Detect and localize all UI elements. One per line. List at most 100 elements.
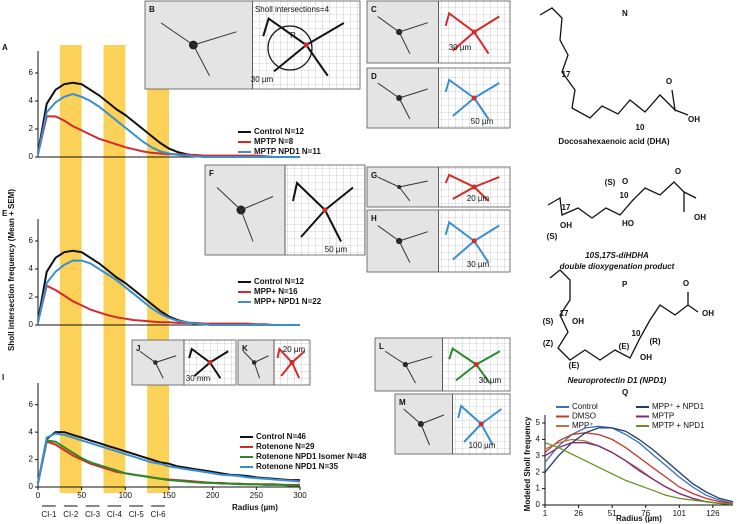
structure-caption: double dioxygenation product <box>560 262 675 271</box>
atom-label: (S) <box>543 317 554 326</box>
sholl-circle <box>267 25 313 71</box>
panel-letter: N <box>622 9 628 18</box>
inset-label: 50 µm <box>325 245 348 254</box>
inset-label: 30 µm <box>449 43 472 52</box>
tracing-grid <box>442 337 511 392</box>
micrograph <box>366 0 439 64</box>
atom-label: 17 <box>562 203 571 212</box>
tracing <box>444 11 500 55</box>
neurite <box>139 350 177 379</box>
inset-label: 20 µm <box>467 194 490 203</box>
tracing-soma <box>322 207 328 213</box>
ci-band <box>59 45 82 493</box>
series-line <box>544 427 734 503</box>
x-tick-label: 150 <box>162 491 176 500</box>
y-tick-label: 0 <box>29 152 34 161</box>
legend-label: MPP⁺ + NPD1 <box>652 402 705 411</box>
atom-label: OH <box>702 309 714 318</box>
series-line <box>37 92 300 158</box>
y-tick-label: 0 <box>29 482 34 491</box>
atom-label: O <box>683 279 689 288</box>
x-tick-label: 250 <box>250 491 264 500</box>
legend-label: MPTP + NPD1 <box>652 421 705 430</box>
neurite <box>216 187 274 242</box>
legend-label: Rotenone N=29 <box>256 442 315 451</box>
inset-label: 100 µm <box>469 441 496 450</box>
micrograph <box>366 67 439 129</box>
y-tick-label: 0 <box>536 500 541 509</box>
neurite <box>377 176 428 202</box>
x-tick-label: 50 <box>77 491 86 500</box>
y-axis-label: Sholl intersection frequency (Mean + SEM… <box>7 189 16 351</box>
ci-label: CI-2 <box>63 510 79 519</box>
inset-letter: J <box>136 344 140 353</box>
neurite <box>377 82 428 120</box>
tracing-soma <box>289 360 295 365</box>
legend-label: MPP+ N=16 <box>254 287 298 296</box>
tracing <box>444 173 500 202</box>
inset-letter: B <box>149 5 155 14</box>
inset-label: 50 µm <box>471 117 494 126</box>
legend-label: Control N=12 <box>254 277 305 286</box>
tracing <box>262 16 345 77</box>
chem-bonds <box>539 7 699 361</box>
x-tick-label: 101 <box>673 509 687 518</box>
panel-letter: I <box>2 373 4 382</box>
series-line <box>544 442 734 505</box>
atom-label: (E) <box>619 342 630 351</box>
ci-label: CI-4 <box>107 510 123 519</box>
y-tick-label: 4 <box>29 264 34 273</box>
y-tick-label: 4 <box>536 435 541 444</box>
y-tick-label: 0 <box>29 320 34 329</box>
tracing-soma <box>303 42 309 48</box>
tracing-soma <box>473 362 479 367</box>
legend-label: MPTP NPD1 N=11 <box>254 147 321 156</box>
series-line <box>544 432 734 505</box>
inset-letter: L <box>379 342 384 351</box>
tracing-grid <box>438 209 511 273</box>
x-tick-label: 300 <box>293 491 307 500</box>
y-tick-label: 6 <box>29 400 34 409</box>
x-tick-label: 200 <box>206 491 220 500</box>
legend-label: MPTP N=8 <box>254 137 294 146</box>
inset-letter: C <box>371 5 377 14</box>
tracing-grid <box>273 339 311 386</box>
x-tick-label: 26 <box>574 509 583 518</box>
inset-label: 30 mm <box>186 374 211 383</box>
panel-letter: O <box>622 177 628 186</box>
panel-letter: E <box>2 209 8 218</box>
neurite <box>377 225 428 263</box>
x-tick-label: 76 <box>641 509 650 518</box>
series-line <box>37 439 300 487</box>
tracing <box>444 78 500 120</box>
atom-label: O <box>675 167 681 176</box>
tracing <box>444 220 500 264</box>
legend-label: MPP+ NPD1 N=22 <box>254 297 322 306</box>
atom-label: (Z) <box>543 339 554 348</box>
ci-label: CI-5 <box>129 510 145 519</box>
neurite <box>403 408 445 446</box>
inset-label: 30 µm <box>251 75 274 84</box>
structure-caption: Neuroprotectin D1 (NPD1) <box>568 376 667 385</box>
panel-letter: P <box>622 280 628 289</box>
atom-label: O <box>666 77 672 86</box>
legend-label: Control N=46 <box>256 432 307 441</box>
y-tick-label: 4 <box>29 96 34 105</box>
tracing <box>276 346 306 379</box>
y-tick-label: 2 <box>29 124 34 133</box>
ci-band <box>147 45 169 493</box>
neurite <box>377 16 428 54</box>
tracing <box>188 347 229 379</box>
tracing-soma <box>471 184 477 190</box>
inset-letter: G <box>371 171 377 180</box>
x-tick-label: 0 <box>36 491 41 500</box>
ci-label: CI-1 <box>41 510 57 519</box>
micrograph <box>366 209 439 273</box>
atom-label: 17 <box>560 309 569 318</box>
y-tick-label: 6 <box>29 68 34 77</box>
micrograph <box>144 0 253 90</box>
x-tick-label: 51 <box>608 509 617 518</box>
inset-letter: F <box>209 169 214 178</box>
legend-label: Rotenone NPD1 Isomer N=48 <box>256 452 367 461</box>
series-line <box>37 432 301 484</box>
